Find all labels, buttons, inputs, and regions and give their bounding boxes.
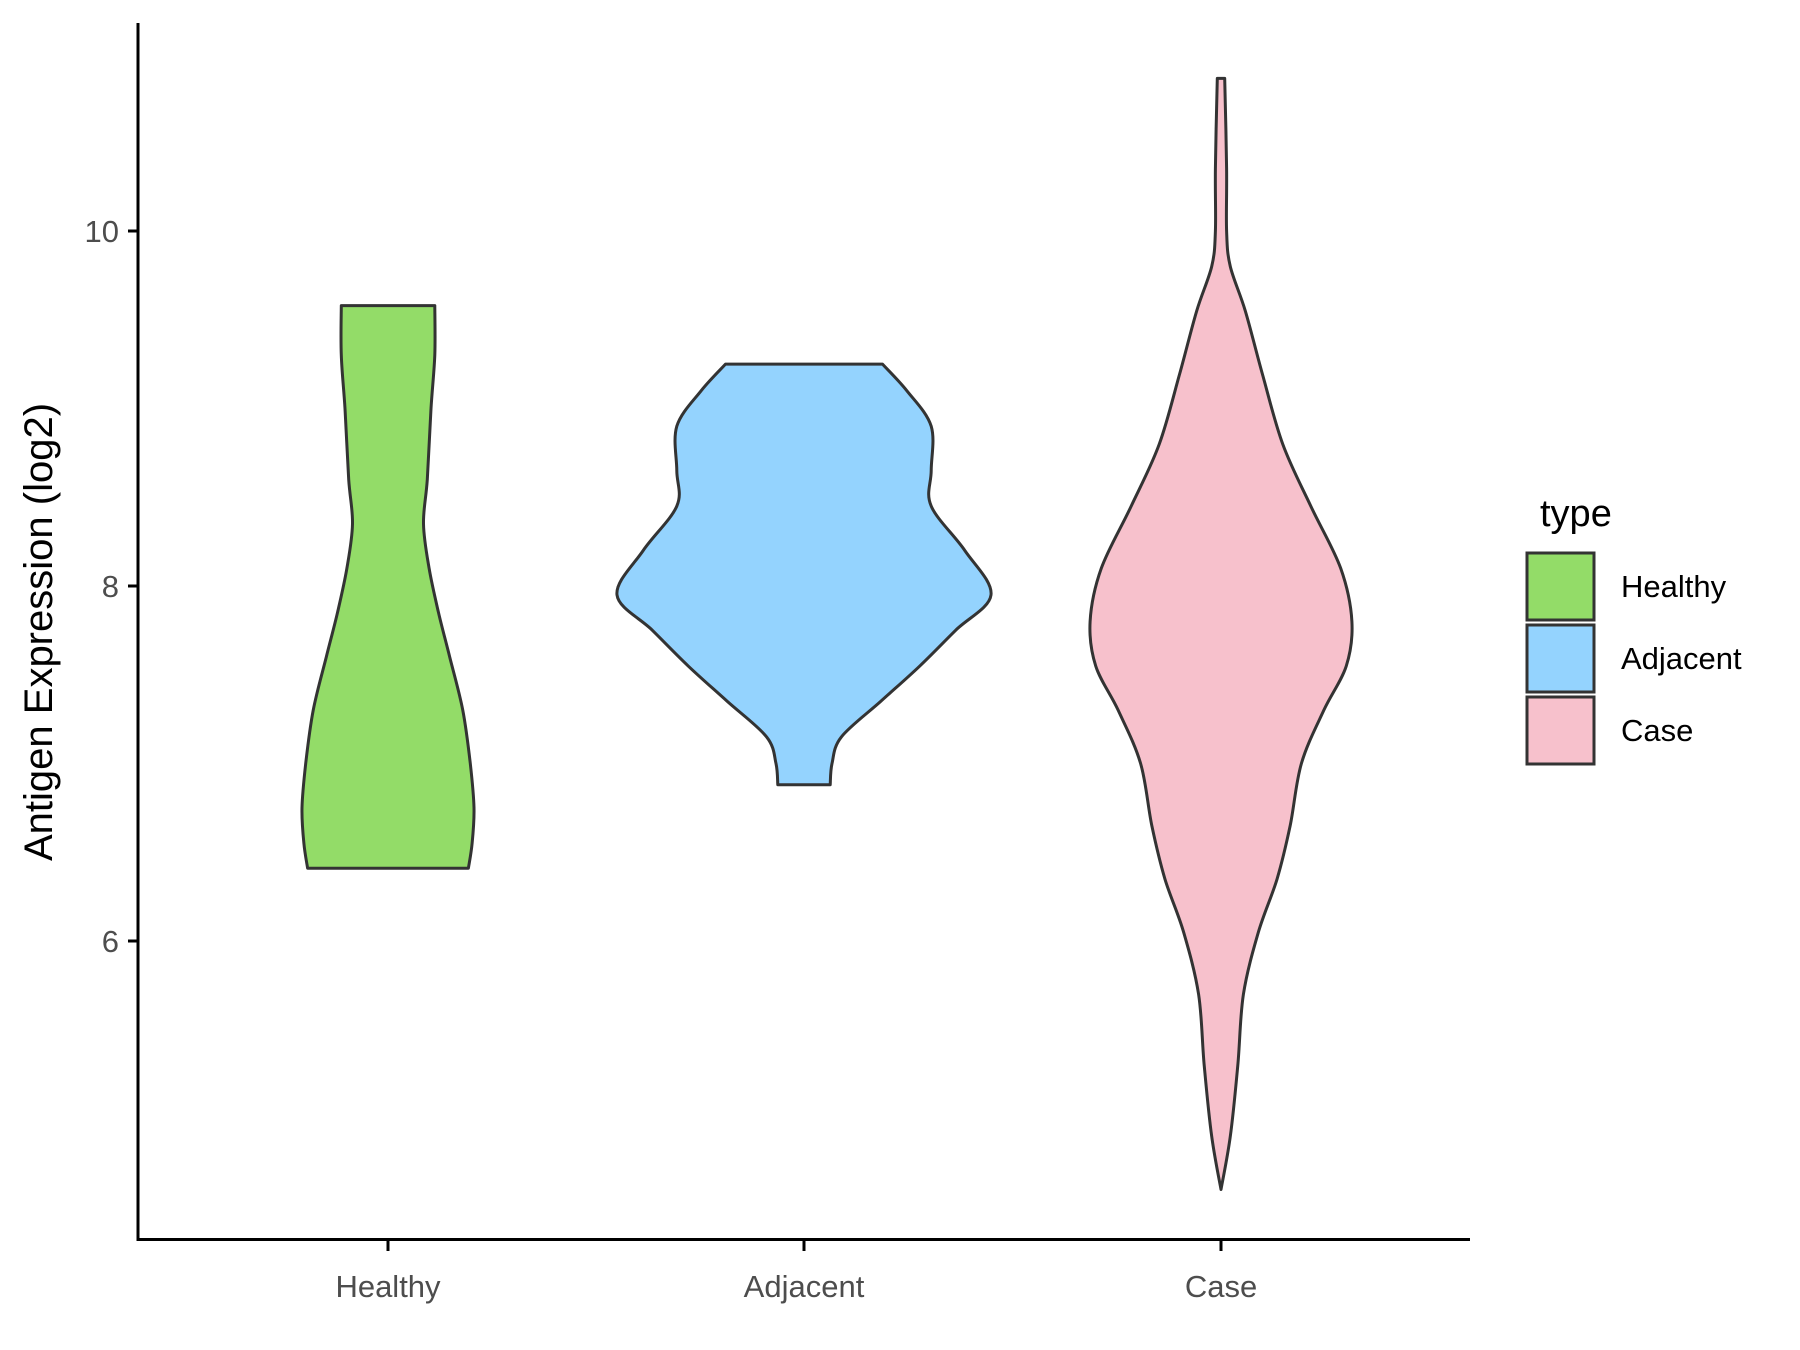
legend-label-case: Case: [1621, 713, 1693, 748]
y-tick-label: 6: [102, 924, 119, 959]
legend-key-case: [1525, 695, 1596, 766]
y-tick-label: 10: [85, 214, 119, 249]
x-ticks: Healthy Adjacent Case: [335, 1239, 1257, 1304]
legend-key-adjacent: [1525, 623, 1596, 694]
legend: type Healthy Adjacent Case: [1525, 493, 1742, 766]
violin-healthy: [300, 304, 476, 870]
legend-items: Healthy Adjacent Case: [1525, 551, 1742, 766]
legend-label-healthy: Healthy: [1621, 569, 1727, 604]
y-ticks: 6 8 10: [85, 214, 138, 959]
x-tick-label: Healthy: [335, 1269, 441, 1304]
violin-case: [1088, 76, 1354, 1191]
y-tick-label: 8: [102, 569, 119, 604]
violins: [300, 76, 1354, 1191]
axes: 6 8 10 Healthy Adjacent Case Antigen Express…: [17, 23, 1470, 1304]
x-tick-label: Adjacent: [744, 1269, 865, 1304]
violin-adjacent: [615, 362, 993, 787]
y-axis-title: Antigen Expression (log2): [17, 403, 61, 861]
x-tick-label: Case: [1185, 1269, 1257, 1304]
legend-key-healthy: [1525, 551, 1596, 622]
legend-title: type: [1540, 493, 1612, 535]
legend-label-adjacent: Adjacent: [1621, 641, 1742, 676]
